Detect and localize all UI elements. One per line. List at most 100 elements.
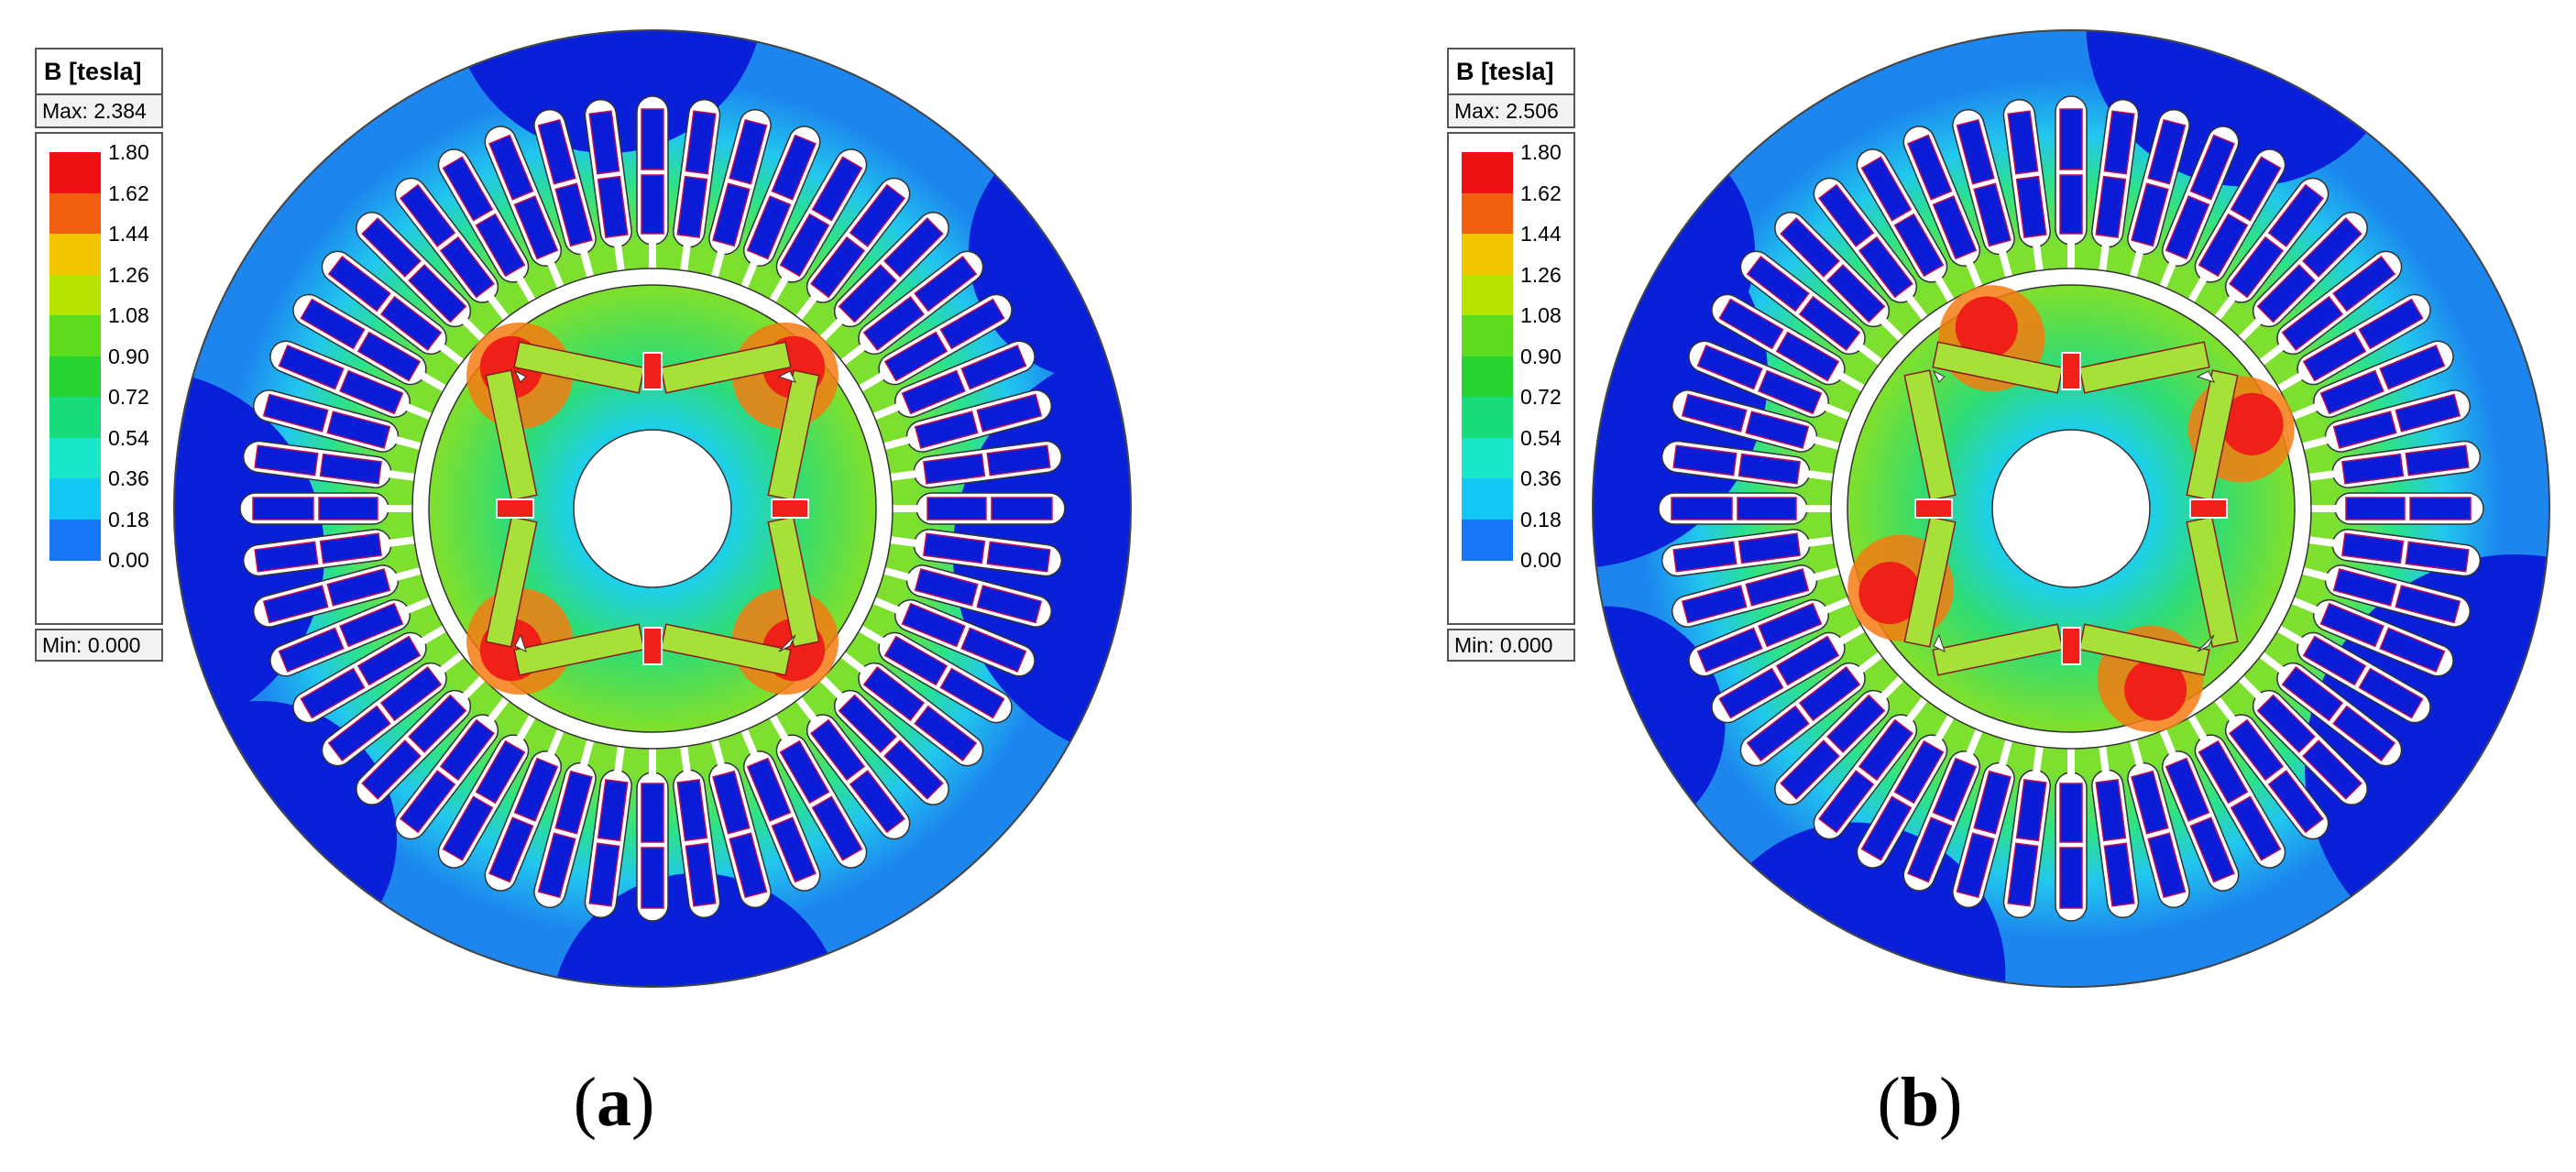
air-barrier <box>778 634 796 652</box>
saturation-region <box>1955 296 2018 359</box>
coil <box>2147 118 2187 185</box>
stator-slot <box>740 728 821 892</box>
bridge-saturation <box>771 498 809 519</box>
legend-swatch <box>49 519 101 561</box>
coil <box>746 195 792 260</box>
coil <box>326 568 391 607</box>
legend-tick-label: 1.26 <box>108 262 149 287</box>
coil <box>685 110 717 175</box>
legend-title: B [tesla] <box>1447 48 1575 95</box>
legend-tick-label: 0.36 <box>108 466 149 490</box>
coil <box>2131 770 2169 835</box>
stator-slot <box>769 148 868 303</box>
coil <box>1758 369 1823 415</box>
stator-slot <box>819 212 949 342</box>
coil <box>2229 235 2285 299</box>
coil <box>1737 532 1801 564</box>
magnet <box>767 516 820 648</box>
coil <box>1826 264 1886 323</box>
coil <box>339 369 404 415</box>
stator-slot <box>2002 746 2051 919</box>
coil <box>914 705 978 761</box>
stator-slot <box>1672 389 1840 453</box>
coil <box>2281 295 2344 351</box>
air-barrier <box>513 369 527 383</box>
stator-slot <box>2259 250 2403 366</box>
coil <box>597 175 629 238</box>
coil <box>1858 235 1913 299</box>
coil <box>252 497 314 520</box>
stator-slot <box>437 148 536 303</box>
low-flux-region <box>2086 31 2407 187</box>
coil <box>2332 256 2396 312</box>
caption-a: (a) <box>573 1064 655 1141</box>
stator-slot <box>1711 293 1866 392</box>
stator-slot <box>795 696 911 840</box>
coil <box>771 134 817 201</box>
coil <box>641 174 664 235</box>
legend-max: Max: 2.506 <box>1447 95 1575 128</box>
legend-tick-label: 0.00 <box>108 548 149 572</box>
coil <box>537 832 576 899</box>
stator-slot <box>356 675 486 805</box>
coil <box>712 770 751 835</box>
coil <box>1956 832 1995 899</box>
legend-min: Min: 0.000 <box>35 629 163 662</box>
stator-slot <box>292 625 447 724</box>
legend-tick-label: 0.36 <box>1520 466 1562 490</box>
coil <box>2059 174 2083 235</box>
stator-slot <box>2002 98 2051 271</box>
coil <box>327 256 391 312</box>
coil <box>475 739 526 805</box>
coil <box>400 770 456 834</box>
coil <box>2103 842 2135 907</box>
coil <box>262 585 329 624</box>
coil <box>2095 779 2127 842</box>
stator-slot <box>673 746 721 919</box>
coil <box>327 705 391 761</box>
coil <box>400 183 456 247</box>
coil <box>779 739 830 805</box>
coil <box>2332 411 2397 449</box>
stator-slot <box>242 529 415 577</box>
stator-slot <box>708 109 772 278</box>
coil <box>2147 832 2187 899</box>
stator-slot <box>858 625 1013 724</box>
legend-tick-label: 0.72 <box>108 385 149 409</box>
coil <box>2405 541 2470 573</box>
air-barrier <box>1933 633 1946 652</box>
coil <box>1746 705 1810 761</box>
legend-swatch <box>49 356 101 398</box>
coil <box>318 497 378 520</box>
stator-slot <box>2214 177 2329 321</box>
legend-tick-label: 0.90 <box>1520 344 1562 368</box>
legend-swatch <box>1462 478 1513 520</box>
stator-slot <box>2291 340 2454 421</box>
coil <box>537 118 576 185</box>
coil <box>356 635 422 686</box>
coil <box>361 217 422 278</box>
coil <box>779 213 830 278</box>
legend-tick-label: 1.44 <box>1520 222 1562 246</box>
legend-swatch <box>49 478 101 520</box>
stator-slot <box>356 212 486 342</box>
coil <box>488 134 534 201</box>
stator-slot <box>292 293 447 392</box>
coil <box>319 532 382 564</box>
motor-flux-plot-a <box>173 29 1132 988</box>
coil <box>810 235 866 299</box>
coil <box>2267 770 2324 834</box>
caption-b: (b) <box>1877 1064 1963 1141</box>
stator-slot <box>533 739 597 908</box>
coil <box>838 694 897 753</box>
coil <box>442 795 494 861</box>
coil <box>1798 666 1861 722</box>
stator-slot <box>321 250 465 366</box>
legend-swatch <box>49 192 101 235</box>
coil <box>1798 295 1861 351</box>
coil <box>2302 635 2367 686</box>
stator-slot <box>1902 728 1983 892</box>
coil <box>2332 705 2396 761</box>
stator-slot <box>1774 675 1904 805</box>
legend-swatch <box>49 397 101 439</box>
